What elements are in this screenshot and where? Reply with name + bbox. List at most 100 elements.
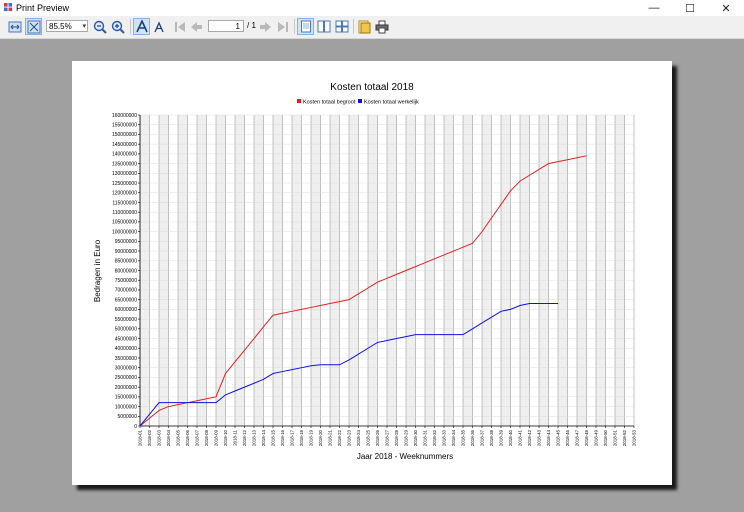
x-tick-label: 2018-51 (613, 429, 618, 446)
chart-title: Kosten totaal 2018 (330, 82, 414, 93)
cost-line-chart: 0 5000000 10000000 15000000 20000000 25000000… (93, 82, 637, 461)
maximize-button[interactable]: ☐ (672, 0, 708, 16)
y-tick-label: 155000000 (112, 123, 137, 129)
close-icon: ✕ (721, 2, 731, 15)
x-tick-label: 2018-46 (565, 429, 570, 446)
single-page-icon (300, 20, 311, 33)
x-tick-label: 2018-05 (176, 429, 181, 446)
x-tick-label: 2018-16 (280, 429, 285, 446)
x-tick-label: 2018-43 (537, 429, 542, 446)
small-font-button[interactable] (151, 18, 167, 35)
y-tick-label: 135000000 (112, 161, 137, 167)
x-tick-label: 2018-35 (461, 429, 466, 446)
previous-page-button[interactable] (189, 18, 204, 35)
y-tick-label: 70000000 (115, 288, 137, 294)
y-tick-label: 125000000 (112, 181, 137, 187)
fit-page-button[interactable] (25, 18, 42, 35)
y-tick-label: 30000000 (115, 365, 137, 371)
y-tick-label: 110000000 (112, 210, 137, 216)
two-pages-button[interactable] (316, 18, 332, 35)
single-page-button[interactable] (297, 18, 314, 35)
x-tick-label: 2018-23 (347, 429, 352, 446)
print-button[interactable] (374, 18, 390, 35)
legend: Kosten totaal begroot Kosten totaal werk… (297, 99, 419, 106)
x-tick-label: 2018-45 (556, 429, 561, 446)
y-tick-label: 10000000 (115, 404, 137, 410)
page-setup-button[interactable] (356, 18, 372, 35)
last-page-button[interactable] (276, 18, 291, 35)
y-tick-label: 120000000 (112, 191, 137, 197)
chevron-down-icon: ▾ (82, 23, 86, 30)
x-tick-label: 2018-09 (214, 429, 219, 446)
x-tick-label: 2018-02 (147, 429, 152, 446)
y-tick-label: 20000000 (115, 385, 137, 391)
x-tick-label: 2018-31 (423, 429, 428, 446)
series-line-begroot (139, 155, 587, 427)
x-tick-label: 2018-44 (546, 429, 551, 446)
y-tick-label: 55000000 (115, 317, 137, 323)
x-tick-label: 2018-38 (489, 429, 494, 446)
zoom-out-button[interactable] (92, 18, 108, 35)
first-page-icon (175, 21, 185, 32)
zoom-in-icon (111, 20, 125, 34)
next-page-button[interactable] (258, 18, 273, 35)
x-tick-label: 2018-01 (138, 429, 143, 446)
page-number-input[interactable]: 1 (208, 20, 244, 32)
x-tick-label: 2018-08 (204, 429, 209, 446)
window-title: Print Preview (16, 3, 70, 13)
x-tick-label: 2018-10 (223, 429, 228, 446)
x-tick-label: 2018-13 (252, 429, 257, 446)
x-axis-label: Jaar 2018 - Weeknummers (357, 452, 453, 461)
zoom-in-button[interactable] (110, 18, 126, 35)
print-preview-app-icon (4, 3, 13, 12)
large-font-button[interactable] (133, 18, 150, 35)
zoom-select[interactable]: 85.5% ▾ (46, 20, 88, 32)
font-small-icon (154, 21, 164, 33)
x-tick-label: 2018-52 (622, 429, 627, 446)
first-page-button[interactable] (172, 18, 187, 35)
x-tick-label: 2018-42 (527, 429, 532, 446)
minimize-icon: — (648, 2, 660, 14)
zoom-value: 85.5% (49, 22, 72, 31)
fit-page-icon (27, 20, 40, 33)
x-tick-label: 2018-37 (480, 429, 485, 446)
x-tick-label: 2018-30 (413, 429, 418, 446)
y-tick-label: 25000000 (115, 375, 137, 381)
y-tick-label: 140000000 (112, 152, 137, 158)
x-tick-label: 2018-50 (603, 429, 608, 446)
legend-label-begroot: Kosten totaal begroot (303, 100, 356, 106)
y-tick-label: 15000000 (115, 395, 137, 401)
y-tick-label: 95000000 (115, 239, 137, 245)
x-tick-label: 2018-06 (185, 429, 190, 446)
last-page-icon (278, 21, 288, 32)
x-tick-label: 2018-20 (318, 429, 323, 446)
fit-width-button[interactable] (6, 18, 23, 35)
y-tick-label: 0 (134, 424, 137, 430)
y-tick-label: 45000000 (115, 336, 137, 342)
y-tick-label: 50000000 (115, 327, 137, 333)
y-tick-label: 115000000 (112, 200, 137, 206)
x-tick-label: 2018-28 (394, 429, 399, 446)
x-tick-label: 2018-47 (575, 429, 580, 446)
print-preview-page: 0 5000000 10000000 15000000 20000000 25000000… (72, 61, 672, 485)
close-button[interactable]: ✕ (708, 0, 744, 16)
y-tick-label: 80000000 (115, 268, 137, 274)
title-bar: Print Preview — ☐ ✕ (0, 0, 744, 16)
x-tick-label: 2018-33 (442, 429, 447, 446)
page-current-value: 1 (235, 22, 240, 31)
arrow-left-icon (191, 21, 202, 32)
x-tick-label: 2018-41 (518, 429, 523, 446)
toolbar-separator (294, 19, 295, 34)
x-tick-label: 2018-18 (299, 429, 304, 446)
toolbar: 85.5% ▾ 1 / 1 (0, 16, 744, 39)
x-tick-label: 2018-48 (584, 429, 589, 446)
y-tick-label: 65000000 (115, 297, 137, 303)
y-tick-label: 60000000 (115, 307, 137, 313)
font-large-icon (135, 20, 148, 33)
four-pages-button[interactable] (334, 18, 350, 35)
minimize-button[interactable]: — (636, 0, 672, 16)
x-tick-label: 2018-32 (432, 429, 437, 446)
x-tick-label: 2018-29 (404, 429, 409, 446)
two-pages-icon (317, 20, 331, 33)
x-tick-label: 2018-34 (451, 429, 456, 446)
